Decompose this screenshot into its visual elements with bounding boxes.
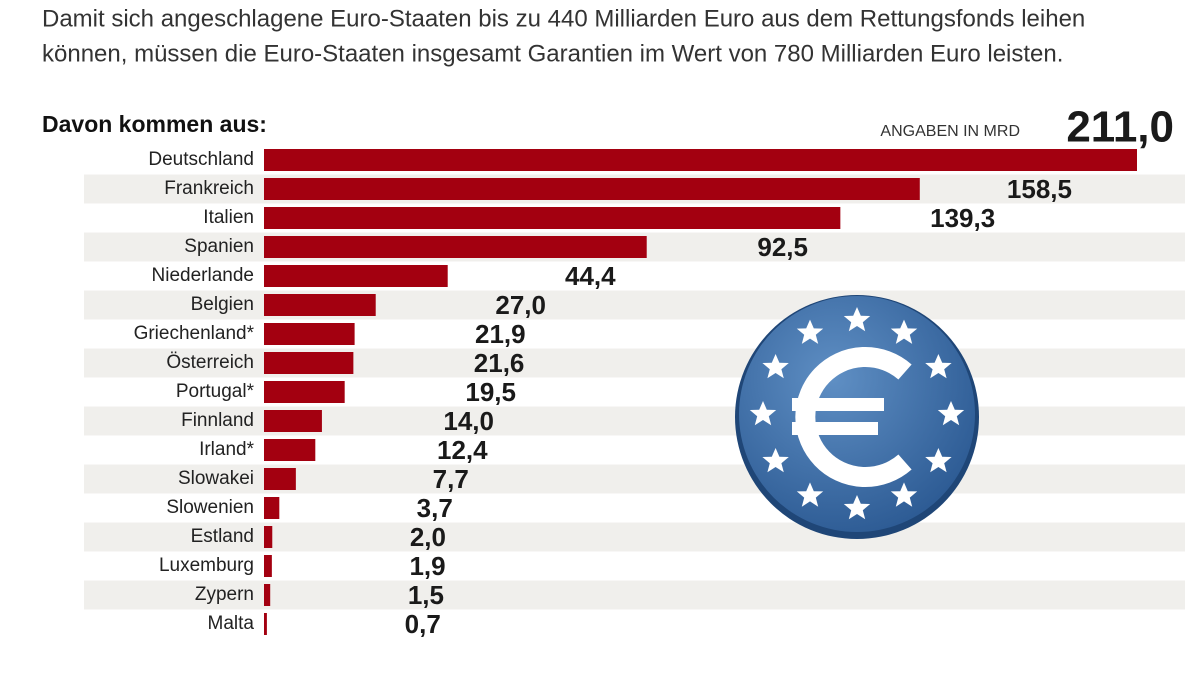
value-label: 139,3 xyxy=(930,203,995,233)
value-label: 1,9 xyxy=(409,551,445,581)
value-label: 211,0 xyxy=(1066,103,1174,152)
category-label: Griechenland* xyxy=(134,323,255,344)
category-label: Deutschland xyxy=(148,149,254,170)
value-label: 44,4 xyxy=(565,261,616,291)
unit-note: ANGABEN IN MRD xyxy=(880,123,1020,140)
bar xyxy=(264,439,316,461)
bar xyxy=(264,526,273,548)
value-label: 27,0 xyxy=(495,290,546,320)
category-label: Malta xyxy=(208,613,255,634)
bar xyxy=(264,410,322,432)
description: können, müssen die Euro-Staaten insgesam… xyxy=(42,40,1063,67)
category-label: Slowenien xyxy=(166,497,254,518)
bar xyxy=(264,294,376,316)
value-label: 19,5 xyxy=(465,377,516,407)
value-label: 14,0 xyxy=(443,406,494,436)
value-label: 2,0 xyxy=(410,522,446,552)
category-label: Zypern xyxy=(195,584,254,605)
value-label: 158,5 xyxy=(1007,174,1072,204)
bar xyxy=(264,468,296,490)
category-label: Finnland xyxy=(181,410,254,431)
bar xyxy=(264,381,345,403)
value-label: 3,7 xyxy=(417,493,453,523)
value-label: 21,9 xyxy=(475,319,526,349)
bar xyxy=(264,236,647,258)
bar xyxy=(264,584,271,606)
euro-coin xyxy=(735,295,979,539)
value-label: 92,5 xyxy=(757,232,808,262)
bar xyxy=(264,323,355,345)
category-label: Niederlande xyxy=(152,265,254,286)
bar xyxy=(264,207,841,229)
bar xyxy=(264,555,272,577)
category-label: Frankreich xyxy=(164,178,254,199)
value-label: 21,6 xyxy=(474,348,525,378)
category-label: Spanien xyxy=(184,236,254,257)
value-label: 1,5 xyxy=(408,580,444,610)
category-label: Portugal* xyxy=(176,381,255,402)
category-label: Italien xyxy=(203,207,254,228)
bar xyxy=(264,178,920,200)
subtitle: Davon kommen aus: xyxy=(42,111,267,137)
bar xyxy=(264,352,354,374)
category-label: Österreich xyxy=(166,352,254,373)
bar xyxy=(264,149,1137,171)
category-label: Estland xyxy=(191,526,254,547)
category-label: Belgien xyxy=(191,294,254,315)
bar xyxy=(264,265,448,287)
category-label: Luxemburg xyxy=(159,555,254,576)
bar xyxy=(264,497,280,519)
value-label: 12,4 xyxy=(437,435,488,465)
value-label: 0,7 xyxy=(405,609,441,639)
description: Damit sich angeschlagene Euro-Staaten bi… xyxy=(42,5,1085,32)
bar xyxy=(264,613,267,635)
value-label: 7,7 xyxy=(433,464,469,494)
category-label: Irland* xyxy=(199,439,255,460)
category-label: Slowakei xyxy=(178,468,254,489)
